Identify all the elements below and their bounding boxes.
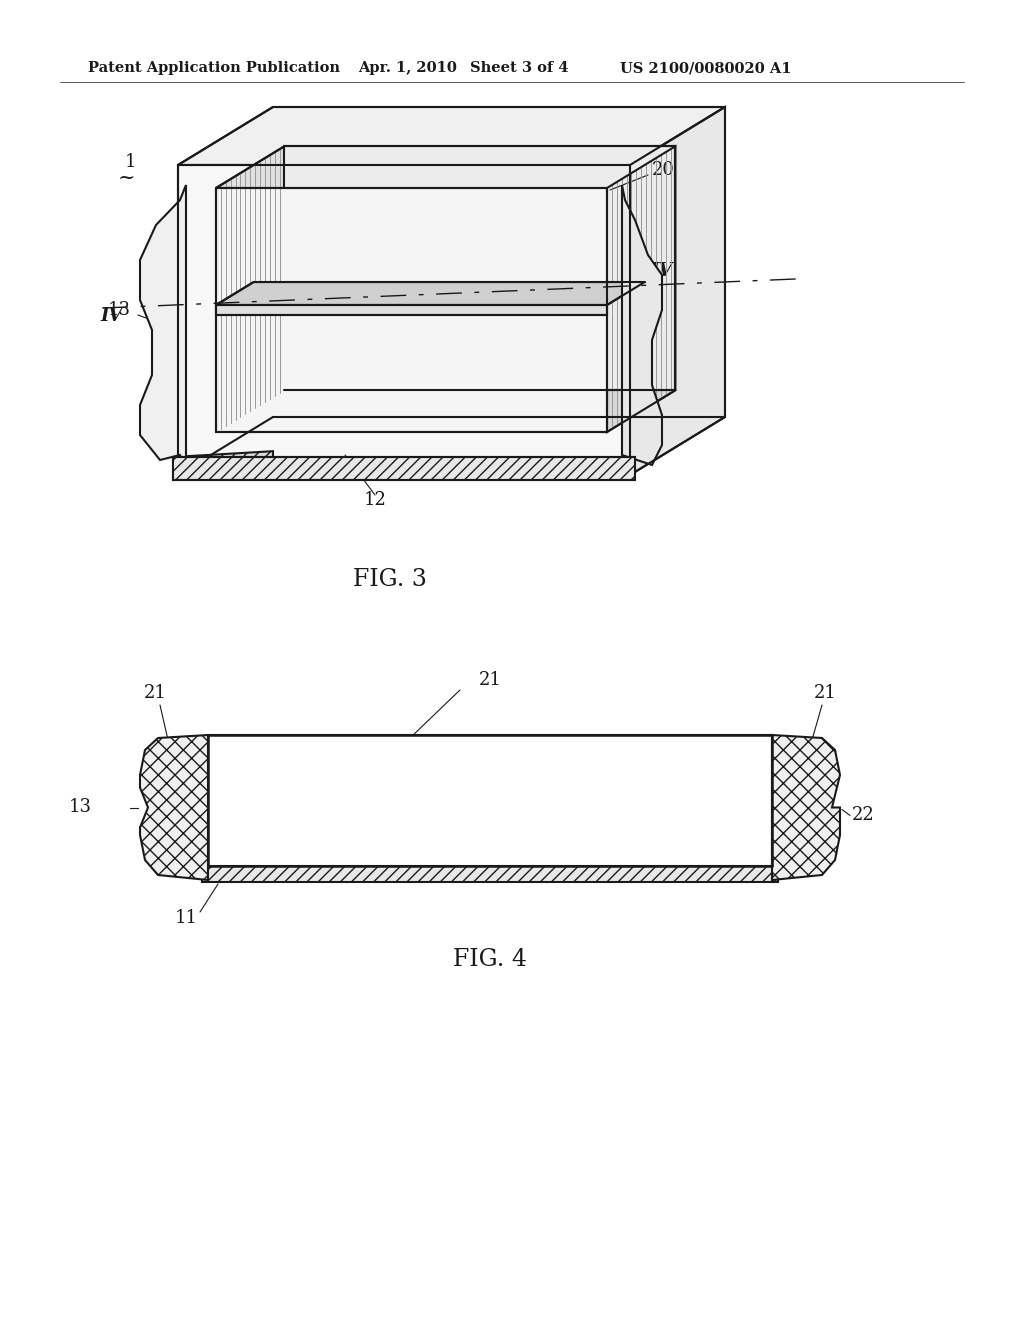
Polygon shape (173, 451, 273, 480)
Polygon shape (607, 147, 676, 432)
Text: 21: 21 (813, 684, 837, 702)
Text: 12: 12 (364, 491, 386, 510)
Text: Apr. 1, 2010: Apr. 1, 2010 (358, 61, 457, 75)
Text: IV: IV (650, 261, 673, 280)
Text: IV: IV (100, 308, 123, 325)
Text: FIG. 3: FIG. 3 (353, 569, 427, 591)
Text: US 2100/0080020 A1: US 2100/0080020 A1 (620, 61, 792, 75)
Polygon shape (140, 185, 186, 467)
Text: 11: 11 (175, 909, 198, 927)
Polygon shape (285, 147, 676, 391)
Polygon shape (216, 147, 676, 187)
Polygon shape (178, 165, 630, 475)
Polygon shape (216, 305, 607, 315)
Text: ~: ~ (118, 169, 135, 187)
Text: 13: 13 (69, 799, 92, 817)
Polygon shape (140, 735, 208, 880)
Polygon shape (216, 187, 607, 432)
Text: 21: 21 (478, 671, 502, 689)
Text: 1: 1 (125, 153, 136, 172)
Text: 20: 20 (652, 161, 675, 180)
Polygon shape (622, 185, 662, 465)
Text: 21: 21 (143, 684, 167, 702)
Text: FIG. 4: FIG. 4 (453, 949, 527, 972)
Polygon shape (630, 107, 725, 475)
Text: 13: 13 (108, 301, 131, 319)
Polygon shape (216, 282, 645, 305)
Text: Sheet 3 of 4: Sheet 3 of 4 (470, 61, 568, 75)
Polygon shape (208, 735, 772, 866)
Text: 22: 22 (852, 807, 874, 825)
Polygon shape (202, 866, 778, 882)
Polygon shape (173, 457, 635, 480)
Polygon shape (772, 735, 840, 880)
Text: Patent Application Publication: Patent Application Publication (88, 61, 340, 75)
Polygon shape (178, 107, 725, 165)
